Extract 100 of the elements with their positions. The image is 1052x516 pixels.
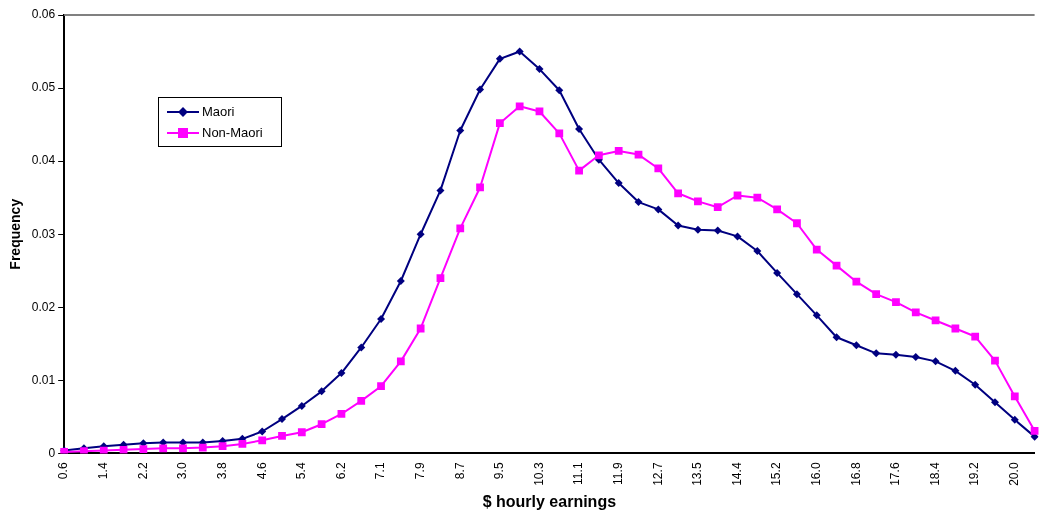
point [852,277,861,286]
x-tick-label: 16.8 [848,462,863,486]
point [792,290,801,299]
y-axis-title: Frequency [7,198,24,270]
point [278,415,287,424]
point [179,444,187,453]
point [495,54,504,63]
x-tick-label: 13.5 [690,462,705,486]
x-tick-label: 11.1 [571,462,586,485]
x-tick-label: 5.4 [294,462,309,480]
point [614,179,623,188]
point [832,261,841,270]
point [713,226,722,235]
point [436,186,445,195]
x-tick-label: 3.8 [214,462,229,480]
point [555,86,564,95]
point [892,298,900,307]
point [297,428,306,437]
point [258,436,267,445]
point [198,443,207,452]
point [595,151,603,160]
x-tick-label: 7.9 [412,462,427,480]
point [911,308,920,317]
point [694,197,702,206]
x-tick-label: 18.4 [927,462,942,486]
point [258,427,267,436]
x-tick-label: 3.0 [175,462,190,480]
point [396,357,405,366]
point [377,314,386,323]
legend-label: Maori [202,104,235,119]
point [654,205,663,214]
point [991,356,999,365]
point [515,102,524,111]
point [317,420,326,429]
x-tick-label: 6.2 [333,462,348,480]
x-tick-label: 16.0 [809,462,824,486]
point [337,369,346,378]
point [456,224,465,233]
point [476,85,485,94]
x-axis-title: $ hourly earnings [482,492,617,510]
point [139,445,148,453]
x-tick-label: 1.4 [96,462,111,480]
point [971,332,980,341]
point [634,198,643,207]
point [515,47,524,56]
x-tick-label: 20.0 [1007,462,1022,486]
x-tick-label: 2.2 [135,462,150,480]
point [377,382,385,391]
point [733,232,742,241]
point [931,357,940,366]
point [555,129,564,138]
point [654,164,663,173]
point [872,349,881,358]
point [357,396,366,405]
point [396,276,405,285]
legend-label: Non-Maori [202,125,263,140]
point [278,432,286,440]
point [713,203,722,212]
point [575,125,584,133]
point [872,290,881,299]
point [793,219,801,228]
point [1010,415,1019,424]
x-tick-label: 11.9 [611,462,626,485]
x-tick-label: 8.7 [452,462,467,480]
point [832,333,841,342]
x-tick-label: 17.6 [888,462,903,486]
point [218,442,227,451]
y-tick-label: 0.06 [31,7,56,22]
point [891,350,900,359]
point [1030,426,1039,435]
point [693,225,702,234]
point [971,380,980,389]
point [297,401,306,410]
point [456,126,465,135]
point [337,410,346,418]
point [990,398,999,407]
y-tick-label: 0.01 [31,372,56,387]
point [1010,392,1019,401]
x-tick-label: 15.2 [769,462,784,486]
x-tick-label: 9.5 [492,462,507,480]
point [436,274,445,282]
point [416,230,425,239]
point [495,119,504,128]
y-tick-label: 0 [48,445,56,460]
x-tick-label: 7.1 [373,462,388,480]
point [753,193,762,202]
point [773,205,782,214]
point [416,324,425,333]
x-tick-label: 0.6 [56,462,71,480]
x-tick-label: 4.6 [254,462,269,480]
y-tick-label: 0.03 [31,226,56,241]
x-tick-label: 14.4 [729,462,744,486]
y-tick-label: 0.02 [31,299,56,314]
y-tick-label: 0.04 [31,153,56,168]
point [951,366,960,375]
x-tick-label: 10.3 [531,462,546,486]
point [812,245,821,254]
point [674,189,682,198]
x-tick-label: 12.7 [650,462,665,486]
point [99,446,108,454]
